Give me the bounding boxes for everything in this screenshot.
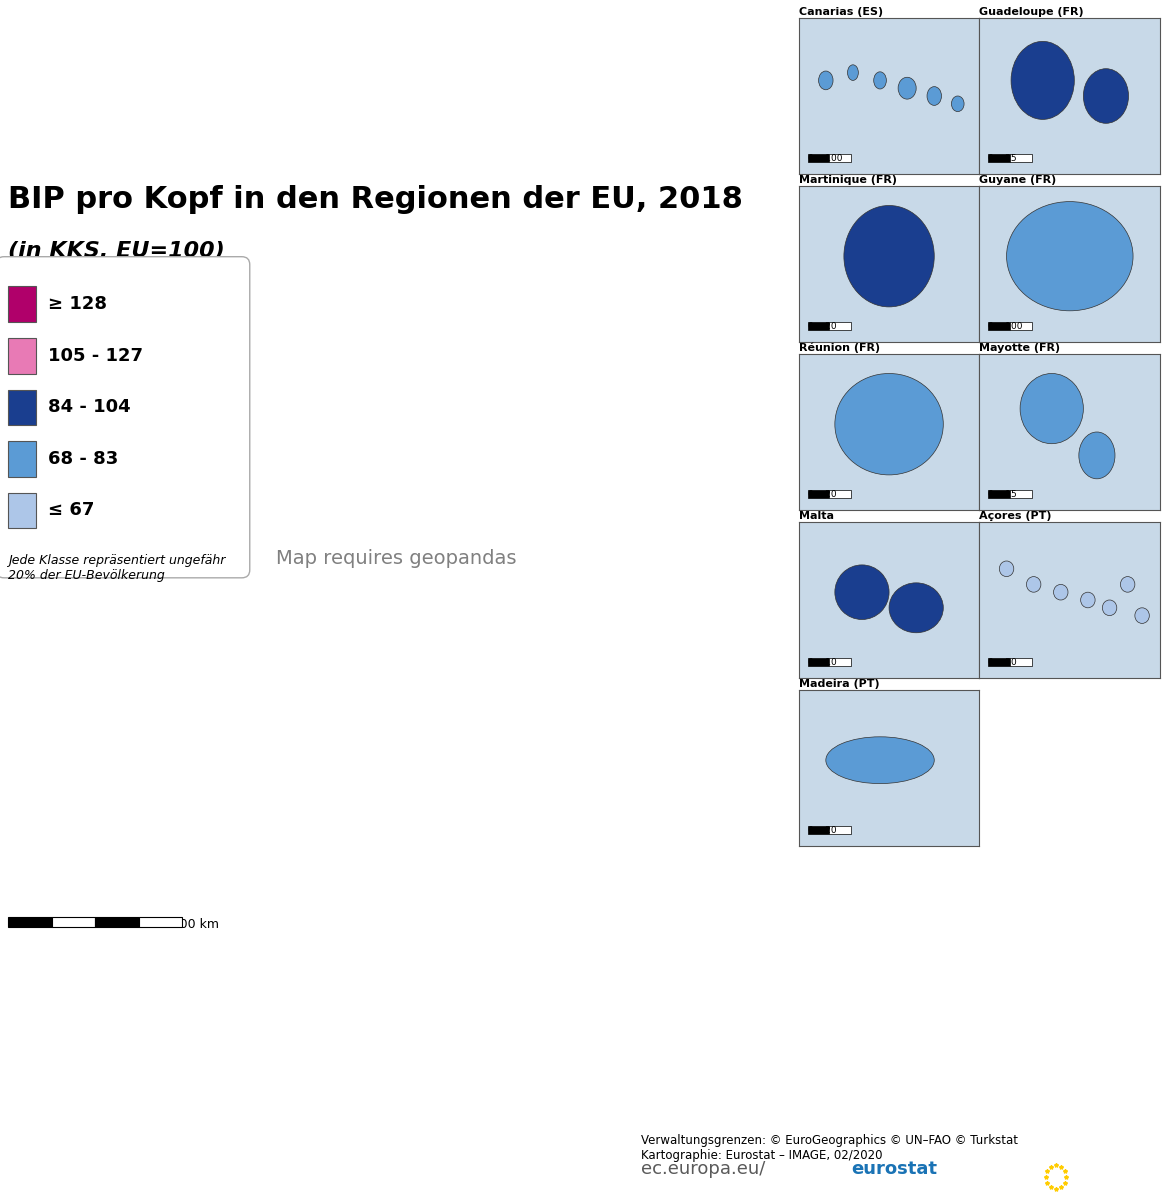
Ellipse shape — [819, 71, 833, 90]
Ellipse shape — [1083, 68, 1129, 124]
Ellipse shape — [1135, 607, 1150, 624]
Bar — [989, 322, 1010, 330]
Text: 0    20: 0 20 — [808, 322, 836, 331]
Text: Jede Klasse repräsentiert ungefähr
20% der EU-Bevölkerung: Jede Klasse repräsentiert ungefähr 20% d… — [8, 554, 225, 582]
Text: Canarias (ES): Canarias (ES) — [799, 7, 883, 17]
Text: 0    20: 0 20 — [808, 490, 836, 499]
Text: 0    20: 0 20 — [808, 826, 836, 835]
Bar — [808, 658, 829, 666]
Ellipse shape — [927, 86, 941, 106]
Bar — [1010, 322, 1032, 330]
Text: Madeira (PT): Madeira (PT) — [799, 679, 879, 689]
Text: BIP pro Kopf in den Regionen der EU, 2018: BIP pro Kopf in den Regionen der EU, 201… — [8, 185, 743, 215]
Bar — [829, 490, 851, 498]
Bar — [139, 917, 182, 926]
Text: Map requires geopandas: Map requires geopandas — [276, 548, 517, 568]
Text: 0    15: 0 15 — [989, 490, 1017, 499]
Bar — [1010, 658, 1032, 666]
Bar — [829, 322, 851, 330]
Bar — [1010, 490, 1032, 498]
Bar — [808, 322, 829, 330]
Ellipse shape — [890, 583, 943, 632]
Text: 84 - 104: 84 - 104 — [48, 398, 131, 416]
Text: (in KKS, EU=100): (in KKS, EU=100) — [8, 241, 225, 260]
Ellipse shape — [1121, 577, 1135, 593]
Bar — [808, 490, 829, 498]
Text: 0    10: 0 10 — [808, 658, 836, 667]
Bar — [829, 154, 851, 162]
Ellipse shape — [1102, 600, 1117, 616]
Bar — [808, 154, 829, 162]
Ellipse shape — [848, 65, 858, 80]
Text: Mayotte (FR): Mayotte (FR) — [979, 343, 1061, 353]
Text: Réunion (FR): Réunion (FR) — [799, 343, 880, 353]
Text: 0    100: 0 100 — [989, 322, 1023, 331]
Ellipse shape — [1020, 373, 1083, 444]
Bar — [989, 154, 1010, 162]
Ellipse shape — [1081, 593, 1095, 607]
Ellipse shape — [1006, 202, 1133, 311]
Text: 0    100: 0 100 — [808, 154, 842, 163]
Bar — [1010, 154, 1032, 162]
Text: 68 - 83: 68 - 83 — [48, 450, 118, 468]
FancyBboxPatch shape — [8, 492, 36, 528]
Bar — [51, 917, 96, 926]
Bar — [96, 917, 139, 926]
FancyBboxPatch shape — [8, 287, 36, 322]
Ellipse shape — [873, 72, 886, 89]
Text: ≥ 128: ≥ 128 — [48, 295, 106, 313]
Ellipse shape — [1054, 584, 1068, 600]
Text: ≤ 67: ≤ 67 — [48, 502, 94, 520]
Ellipse shape — [898, 77, 916, 100]
Bar — [808, 826, 829, 834]
Ellipse shape — [844, 205, 934, 307]
Bar — [829, 658, 851, 666]
Text: Martinique (FR): Martinique (FR) — [799, 175, 897, 185]
FancyBboxPatch shape — [8, 338, 36, 373]
Bar — [989, 490, 1010, 498]
Text: eurostat: eurostat — [851, 1160, 937, 1178]
Ellipse shape — [826, 737, 934, 784]
Text: 0    200   400   600   800 km: 0 200 400 600 800 km — [40, 918, 219, 931]
Bar — [8, 917, 51, 926]
Text: Verwaltungsgrenzen: © EuroGeographics © UN–FAO © Turkstat
Kartographie: Eurostat: Verwaltungsgrenzen: © EuroGeographics © … — [641, 1134, 1018, 1162]
Bar — [829, 826, 851, 834]
Text: Açores (PT): Açores (PT) — [979, 511, 1052, 521]
Ellipse shape — [999, 562, 1013, 577]
Ellipse shape — [835, 565, 890, 619]
FancyBboxPatch shape — [8, 390, 36, 425]
FancyBboxPatch shape — [8, 442, 36, 476]
Text: Guyane (FR): Guyane (FR) — [979, 175, 1056, 185]
Ellipse shape — [1079, 432, 1115, 479]
Ellipse shape — [1026, 577, 1041, 593]
Text: 0    50: 0 50 — [989, 658, 1017, 667]
FancyBboxPatch shape — [0, 257, 250, 578]
Text: Malta: Malta — [799, 511, 834, 521]
Ellipse shape — [951, 96, 964, 112]
Ellipse shape — [1011, 41, 1074, 120]
Ellipse shape — [835, 373, 943, 475]
Text: Guadeloupe (FR): Guadeloupe (FR) — [979, 7, 1084, 17]
Bar — [989, 658, 1010, 666]
Text: 0    25: 0 25 — [989, 154, 1017, 163]
Text: ec.europa.eu/: ec.europa.eu/ — [641, 1160, 766, 1178]
Text: 105 - 127: 105 - 127 — [48, 347, 142, 365]
